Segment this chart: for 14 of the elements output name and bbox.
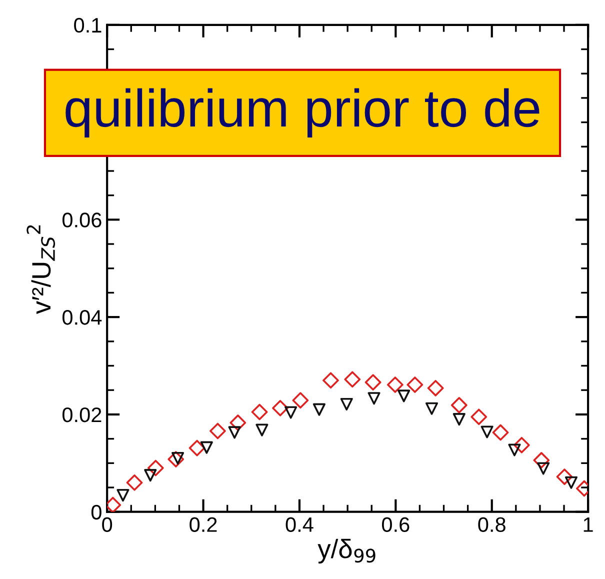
x-tick-label: 1: [584, 517, 593, 532]
x-tick-label: 0.8: [478, 517, 506, 532]
y-tick-label: 0.1: [74, 18, 102, 33]
annotation: quilibrium prior to de: [66, 88, 540, 138]
x-tick-label: 0.4: [286, 517, 314, 532]
x-tick-label: 0.6: [382, 517, 410, 532]
y-tick-label: 0.04: [62, 310, 102, 325]
x-tick-label: 0.2: [190, 517, 217, 532]
y-tick-label: 0.02: [62, 407, 102, 422]
x-axis-title: y/δ$_{99}$: [318, 538, 376, 564]
y-tick-label: 0: [91, 504, 102, 520]
x-tick-label: 0: [102, 517, 112, 532]
y-tick-label: 0.06: [62, 212, 102, 228]
y-axis-title: v′²/U$_{ZS}$$^{2}$: [26, 225, 56, 314]
